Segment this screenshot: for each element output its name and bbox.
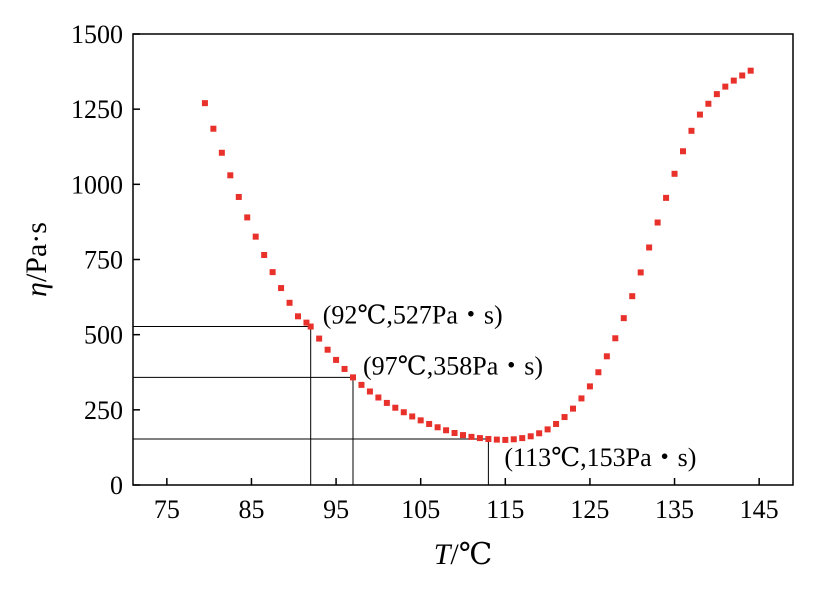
y-axis-var: η [20, 282, 53, 297]
data-point [426, 420, 433, 427]
data-point [468, 433, 475, 440]
data-point [303, 319, 310, 326]
data-point [620, 315, 627, 322]
data-point [392, 404, 399, 411]
data-point [201, 100, 208, 107]
data-point [654, 219, 661, 226]
data-point [261, 251, 268, 258]
data-point [417, 417, 424, 424]
y-axis-title: η/Pa·s [20, 222, 53, 297]
x-tick-label: 145 [740, 495, 779, 524]
data-point [705, 100, 712, 107]
data-point [578, 395, 585, 402]
data-point [218, 149, 225, 156]
data-point [612, 335, 619, 342]
data-point [476, 435, 483, 442]
data-point [696, 111, 703, 118]
x-tick-label: 105 [401, 495, 440, 524]
data-point [688, 127, 695, 134]
data-point [324, 346, 331, 353]
data-point [502, 436, 509, 443]
x-tick-label: 115 [486, 495, 524, 524]
data-point [663, 194, 670, 201]
data-point [286, 299, 293, 306]
data-point [333, 356, 340, 363]
y-tick-label: 1250 [71, 95, 123, 124]
x-axis-unit: /℃ [450, 538, 492, 571]
data-point [722, 83, 729, 90]
data-point [586, 383, 593, 390]
y-tick-label: 1000 [71, 170, 123, 199]
data-point [434, 424, 441, 431]
y-tick-label: 0 [110, 471, 123, 500]
data-point [637, 269, 644, 276]
data-point [252, 233, 259, 240]
reference-lines [133, 326, 489, 485]
data-point [519, 435, 526, 442]
data-point [544, 426, 551, 433]
x-tick-label: 95 [323, 495, 349, 524]
plot-background [133, 34, 793, 485]
data-point [451, 429, 458, 436]
data-point [341, 365, 348, 372]
data-point [713, 91, 720, 98]
x-tick-label: 75 [154, 495, 180, 524]
data-point [366, 388, 373, 395]
data-point [510, 436, 517, 443]
data-point [350, 374, 356, 381]
data-point [295, 313, 301, 320]
data-point [269, 269, 276, 276]
y-tick-label: 500 [84, 321, 123, 350]
data-point [278, 285, 285, 292]
data-point [316, 335, 323, 342]
data-point [358, 381, 365, 388]
plot-area [133, 34, 793, 485]
data-point [383, 399, 390, 406]
x-tick-label: 135 [655, 495, 694, 524]
data-point [747, 67, 754, 74]
data-point [595, 369, 602, 376]
x-axis-var: T [434, 538, 453, 571]
data-point [409, 413, 416, 420]
annotations: (92℃,527Pa・s) (97℃,358Pa・s) (113℃,153Pa・s) [323, 301, 697, 472]
data-point [671, 170, 678, 177]
data-point [561, 414, 568, 421]
annotation-label: (92℃,527Pa・s) [323, 301, 503, 330]
data-point [210, 125, 217, 132]
data-point [527, 433, 534, 440]
x-tick-label: 125 [570, 495, 609, 524]
data-point [570, 405, 576, 412]
data-point [680, 148, 686, 155]
y-tick-label: 1500 [71, 20, 123, 49]
y-axis-unit: /Pa·s [20, 222, 53, 282]
data-point [244, 214, 251, 221]
data-point [235, 193, 242, 200]
data-point [646, 244, 653, 251]
data-point [485, 435, 492, 442]
x-tick-label: 85 [238, 495, 264, 524]
data-point [629, 293, 636, 300]
data-point [460, 432, 466, 439]
data-point [739, 72, 746, 79]
data-point [493, 436, 500, 443]
data-point [603, 353, 610, 360]
annotation-label: (97℃,358Pa・s) [363, 351, 543, 380]
data-series [201, 67, 754, 443]
data-point [443, 427, 450, 434]
annotation-label: (113℃,153Pa・s) [504, 443, 696, 472]
data-point [307, 323, 314, 330]
data-point [553, 420, 560, 427]
data-point [536, 430, 543, 437]
data-point [400, 409, 407, 416]
data-point [730, 77, 737, 84]
y-tick-label: 250 [84, 396, 123, 425]
axes: 75 85 95 105 115 125 135 145 0 250 500 750 1000 1250 1… [71, 20, 794, 524]
y-tick-label: 750 [84, 246, 123, 275]
x-axis-title: T/℃ [434, 538, 493, 571]
data-point [375, 394, 382, 401]
data-point [227, 172, 234, 179]
